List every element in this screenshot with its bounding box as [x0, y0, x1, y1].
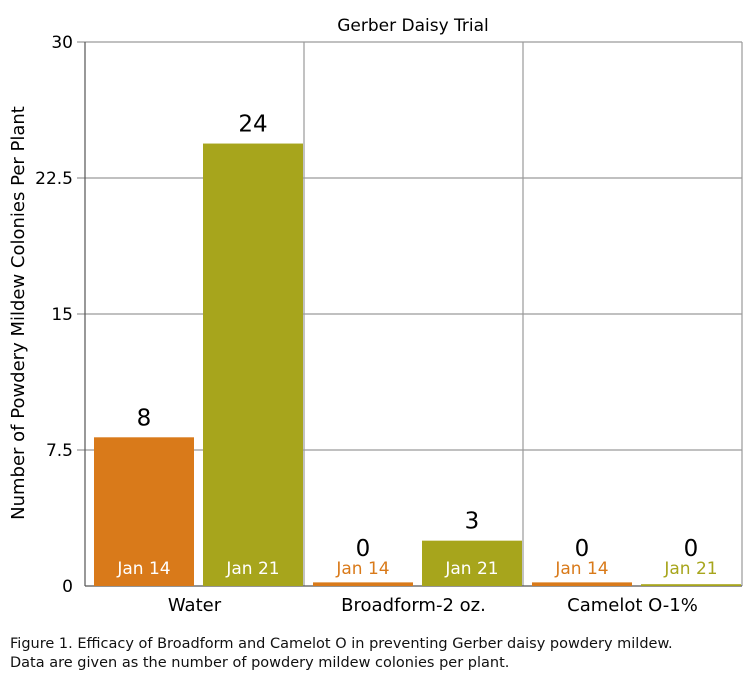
- series-label: Jan 14: [116, 559, 170, 579]
- series-label: Jan 21: [444, 559, 498, 579]
- grid-lines: [77, 41, 743, 587]
- x-tick-label: Broadform-2 oz.: [341, 595, 486, 616]
- chart-title: Gerber Daisy Trial: [337, 16, 489, 36]
- data-label: 24: [238, 112, 267, 138]
- bar: [422, 540, 522, 586]
- series-label: Jan 21: [225, 559, 279, 579]
- caption-line-1: Figure 1. Efficacy of Broadform and Came…: [10, 636, 673, 652]
- data-label: 8: [137, 405, 152, 431]
- series-label: Jan 21: [663, 559, 717, 579]
- y-tick-label: 7.5: [46, 441, 73, 461]
- y-tick-label: 15: [51, 305, 73, 325]
- bars: [94, 143, 741, 586]
- y-tick-label: 0: [62, 577, 73, 597]
- figure-caption: Figure 1. Efficacy of Broadform and Came…: [10, 635, 750, 673]
- y-tick-label: 30: [51, 33, 73, 53]
- data-label: 3: [465, 509, 480, 535]
- data-label: 0: [575, 536, 590, 562]
- y-axis-label: Number of Powdery Mildew Colonies Per Pl…: [8, 106, 29, 520]
- bar: [641, 584, 741, 586]
- series-label: Jan 14: [335, 559, 389, 579]
- caption-line-2: Data are given as the number of powdery …: [10, 655, 510, 671]
- data-label: 0: [684, 536, 699, 562]
- bar: [532, 582, 632, 586]
- bar: [203, 143, 303, 586]
- bar-chart: Gerber Daisy Trial Number of Powdery Mil…: [8, 16, 743, 616]
- bar: [313, 582, 413, 586]
- x-tick-label: Water: [168, 595, 222, 616]
- data-label: 0: [356, 536, 371, 562]
- bar: [94, 437, 194, 586]
- series-label: Jan 14: [554, 559, 608, 579]
- x-tick-label: Camelot O-1%: [567, 595, 698, 616]
- y-tick-label: 22.5: [35, 169, 73, 189]
